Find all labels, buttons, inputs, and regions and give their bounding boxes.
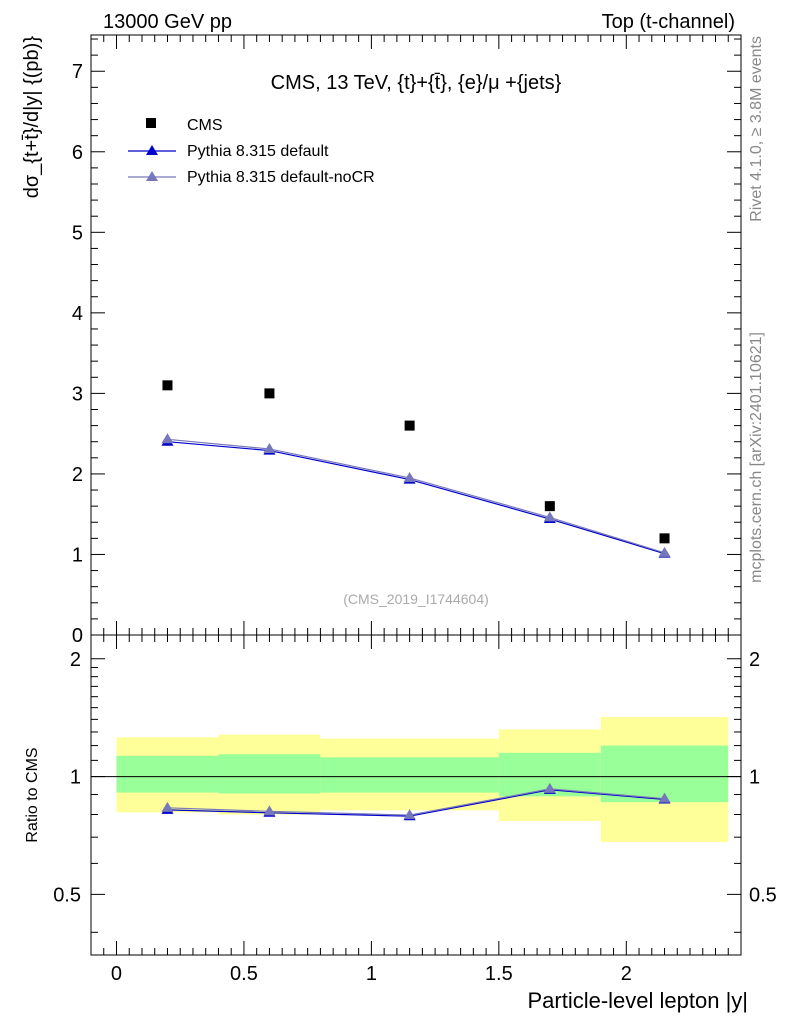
ratio-y-axis-label: Ratio to CMS: [24, 747, 41, 842]
main-ytick-label: 4: [72, 303, 83, 325]
data-point-cms: [659, 533, 670, 544]
main-panel: 0 1 2 3 4 5 6 7 CMS, 13 TeV, {t}+{t̄}, {e}/μ +{…: [21, 34, 742, 647]
legend-label-default: Pythia 8.315 default: [187, 143, 329, 160]
ratio-data-marks: [161, 782, 671, 821]
marker-pythia-nocr: [543, 511, 556, 522]
rivet-label: Rivet 4.1.0, ≥ 3.8M events: [748, 36, 765, 222]
legend-marker-nocr: [146, 171, 158, 181]
ratio-ytick-label: 0.5: [53, 884, 81, 906]
main-ytick-label: 7: [72, 61, 83, 83]
legend-marker-default: [146, 145, 158, 155]
header-left: 13000 GeV pp: [103, 11, 232, 33]
legend: CMS Pythia 8.315 default Pythia 8.315 de…: [128, 117, 375, 186]
data-point-cms: [264, 388, 275, 399]
ratio-xtick-label: 1.5: [485, 963, 513, 985]
main-ytick-label: 3: [72, 383, 83, 405]
ratio-uncertainty-bands: [91, 716, 741, 843]
marker-pythia-nocr: [263, 442, 276, 453]
data-point-cms: [544, 501, 555, 512]
main-ytick-label: 1: [72, 544, 83, 566]
ratio-xtick-label: 1: [366, 963, 377, 985]
ratio-frame: [90, 634, 742, 956]
main-data-marks: [161, 380, 671, 558]
main-y-axis-label: dσ_{t+t̄}/d|y| {(pb)}: [21, 36, 43, 199]
ratio-marker-pythia-nocr: [658, 792, 671, 803]
ratio-xtick-label: 2: [621, 963, 632, 985]
ratio-xtick-label: 0.5: [230, 963, 258, 985]
watermark: (CMS_2019_I1744604): [343, 591, 489, 607]
legend-label-cms: CMS: [187, 117, 223, 134]
main-ytick-label: 0: [72, 625, 83, 647]
ratio-axis-ticks: 0.5 0.5 1 1 2 2 0 0.5 1 1.5 2: [53, 635, 777, 985]
ratio-panel: 0.5 0.5 1 1 2 2 0 0.5 1 1.5 2 Ratio to CMS Particl…: [24, 634, 777, 1013]
line-pythia-default: [167, 441, 665, 555]
ratio-ytick-label-right: 2: [749, 649, 760, 671]
marker-pythia-nocr: [658, 546, 671, 557]
ratio-band-inner: [116, 755, 219, 793]
data-point-cms: [404, 420, 415, 431]
ratio-ytick-label-right: 0.5: [749, 884, 777, 906]
ratio-ytick-label-right: 1: [749, 767, 760, 789]
mcplots-label: mcplots.cern.ch [arXiv:2401.10621]: [748, 332, 765, 583]
line-pythia-nocr: [167, 438, 665, 554]
main-axis-ticks: 0 1 2 3 4 5 6 7: [72, 35, 742, 647]
ratio-ytick-label: 1: [70, 767, 81, 789]
ratio-band-inner: [320, 757, 499, 793]
ratio-marker-pythia-nocr: [543, 782, 556, 793]
ratio-ytick-label: 2: [70, 649, 81, 671]
ratio-marker-pythia-nocr: [161, 801, 174, 812]
main-ytick-label: 6: [72, 142, 83, 164]
main-ytick-label: 5: [72, 222, 83, 244]
ratio-band-inner: [218, 754, 321, 794]
data-point-cms: [162, 380, 173, 391]
legend-label-nocr: Pythia 8.315 default-noCR: [187, 169, 375, 186]
legend-marker-cms: [146, 118, 156, 128]
marker-pythia-nocr: [161, 433, 174, 444]
main-ytick-label: 2: [72, 464, 83, 486]
ratio-marker-pythia-nocr: [403, 809, 416, 820]
ratio-marker-pythia-nocr: [263, 805, 276, 816]
marker-pythia-nocr: [403, 471, 416, 482]
x-axis-label: Particle-level lepton |y|: [527, 988, 748, 1013]
header-right: Top (t-channel): [602, 11, 735, 33]
ratio-xtick-label: 0: [111, 963, 122, 985]
main-title: CMS, 13 TeV, {t}+{t̄}, {e}/μ +{jets}: [271, 72, 562, 94]
